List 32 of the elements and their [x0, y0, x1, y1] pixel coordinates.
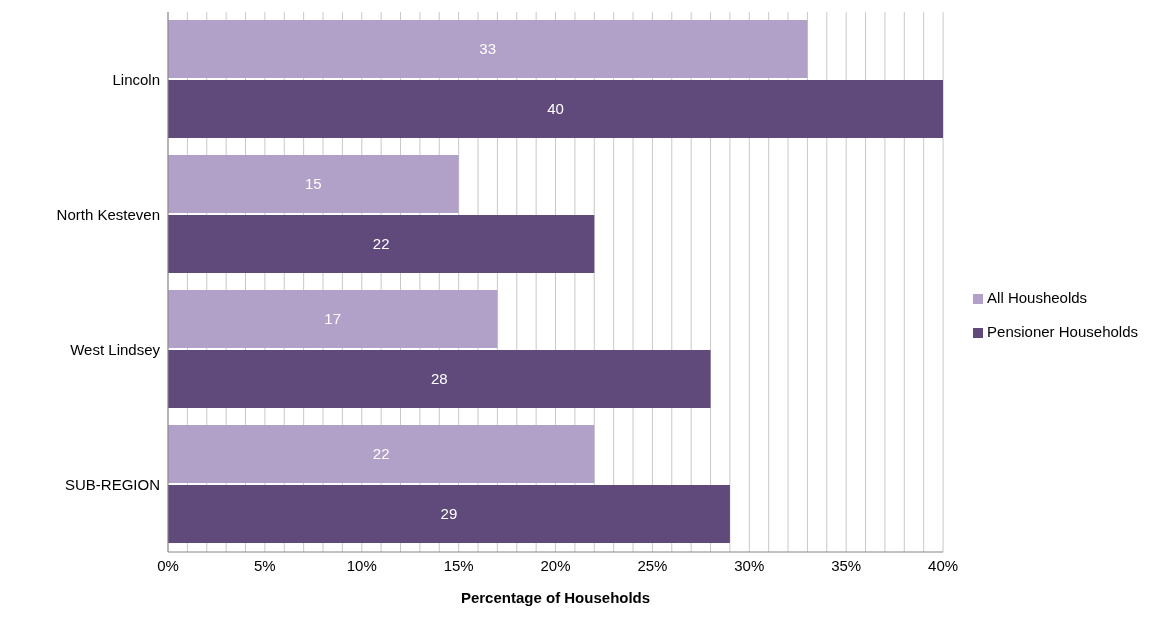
data-label: 22: [372, 445, 390, 463]
bar: [168, 290, 498, 349]
x-tick-label: 30%: [734, 556, 765, 574]
data-label: 15: [304, 175, 322, 193]
data-label: 28: [430, 370, 448, 388]
x-tick-label: 25%: [637, 556, 668, 574]
data-label: 22: [372, 235, 390, 253]
x-axis-title: Percentage of Households: [460, 588, 651, 606]
legend-label: Pensioner Households: [987, 323, 1138, 340]
y-tick-label: SUB-REGION: [64, 475, 160, 493]
bar: [168, 425, 595, 484]
y-tick-label: North Kesteven: [56, 205, 160, 223]
data-label: 40: [547, 100, 564, 118]
bar: [168, 80, 944, 139]
legend-label: All Housheolds: [987, 289, 1088, 306]
data-label: 17: [324, 310, 342, 328]
x-tick-label: 10%: [346, 556, 377, 574]
x-tick-label: 35%: [831, 556, 862, 574]
x-tick-label: 0%: [157, 556, 179, 574]
data-label: 29: [440, 505, 458, 523]
bar: [168, 350, 711, 409]
x-tick-label: 15%: [443, 556, 474, 574]
x-tick-label: 5%: [254, 556, 276, 574]
x-tick-label: 20%: [540, 556, 571, 574]
y-tick-label: Lincoln: [112, 70, 160, 88]
x-tick-label: 40%: [928, 556, 959, 574]
bar: [168, 215, 595, 274]
bar: [168, 155, 459, 214]
data-label: 33: [479, 40, 497, 58]
bar: [168, 20, 808, 79]
y-tick-label: West Lindsey: [70, 340, 161, 358]
bar: [168, 485, 730, 544]
